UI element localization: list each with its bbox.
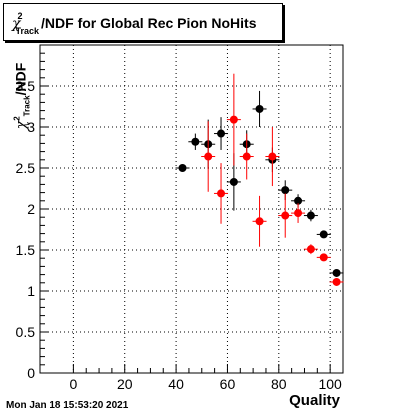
title-superscript: 2 (17, 11, 23, 21)
y-tick-label: 0.5 (16, 324, 36, 340)
data-point (306, 211, 315, 220)
data-point (319, 253, 328, 262)
data-point (332, 277, 341, 286)
y-tick-label: 1.5 (16, 242, 36, 258)
data-point (217, 129, 226, 138)
chart-title: χ2 Track/NDF for Global Rec Pion NoHits (3, 3, 283, 41)
data-point (217, 189, 226, 198)
x-tick-label: 100 (318, 376, 342, 392)
y-tick-label: 2.5 (16, 160, 36, 176)
data-point (294, 209, 303, 218)
data-point (268, 152, 277, 161)
data-point (255, 104, 264, 113)
ylabel-symbol: χ (13, 120, 30, 130)
title-subscript: Track (15, 26, 40, 36)
title-text: /NDF for Global Rec Pion NoHits (41, 15, 257, 31)
data-point (319, 230, 328, 239)
x-tick-label: 40 (168, 376, 184, 392)
y-tick-label: 2 (27, 201, 35, 217)
y-axis-label: χ2Track/NDF (12, 62, 32, 130)
x-tick-label: 80 (271, 376, 287, 392)
x-tick-label: 0 (69, 376, 77, 392)
y-tick-label: 0 (27, 365, 35, 381)
ylabel-rest: /NDF (12, 62, 29, 96)
timestamp: Mon Jan 18 15:53:20 2021 (6, 400, 129, 411)
data-point (255, 217, 264, 226)
data-point (191, 137, 200, 146)
ylabel-superscript: 2 (12, 116, 22, 121)
data-point (242, 152, 251, 161)
data-point (204, 152, 213, 161)
x-tick-label: 20 (117, 376, 133, 392)
data-point (281, 211, 290, 220)
data-point (332, 268, 341, 277)
x-axis-label: Quality (289, 392, 340, 409)
data-point (281, 186, 290, 195)
x-tick-label: 60 (220, 376, 236, 392)
data-point (229, 115, 238, 124)
y-tick-label: 3.5 (16, 78, 36, 94)
ylabel-subscript: Track (22, 95, 32, 117)
y-tick-label: 1 (27, 283, 35, 299)
plot-frame (39, 44, 344, 374)
y-tick-label: 3 (27, 119, 35, 135)
data-point (178, 164, 187, 172)
data-point (229, 177, 238, 186)
data-point (306, 245, 315, 254)
data-point (294, 196, 303, 205)
title-symbol: χ (12, 16, 21, 32)
